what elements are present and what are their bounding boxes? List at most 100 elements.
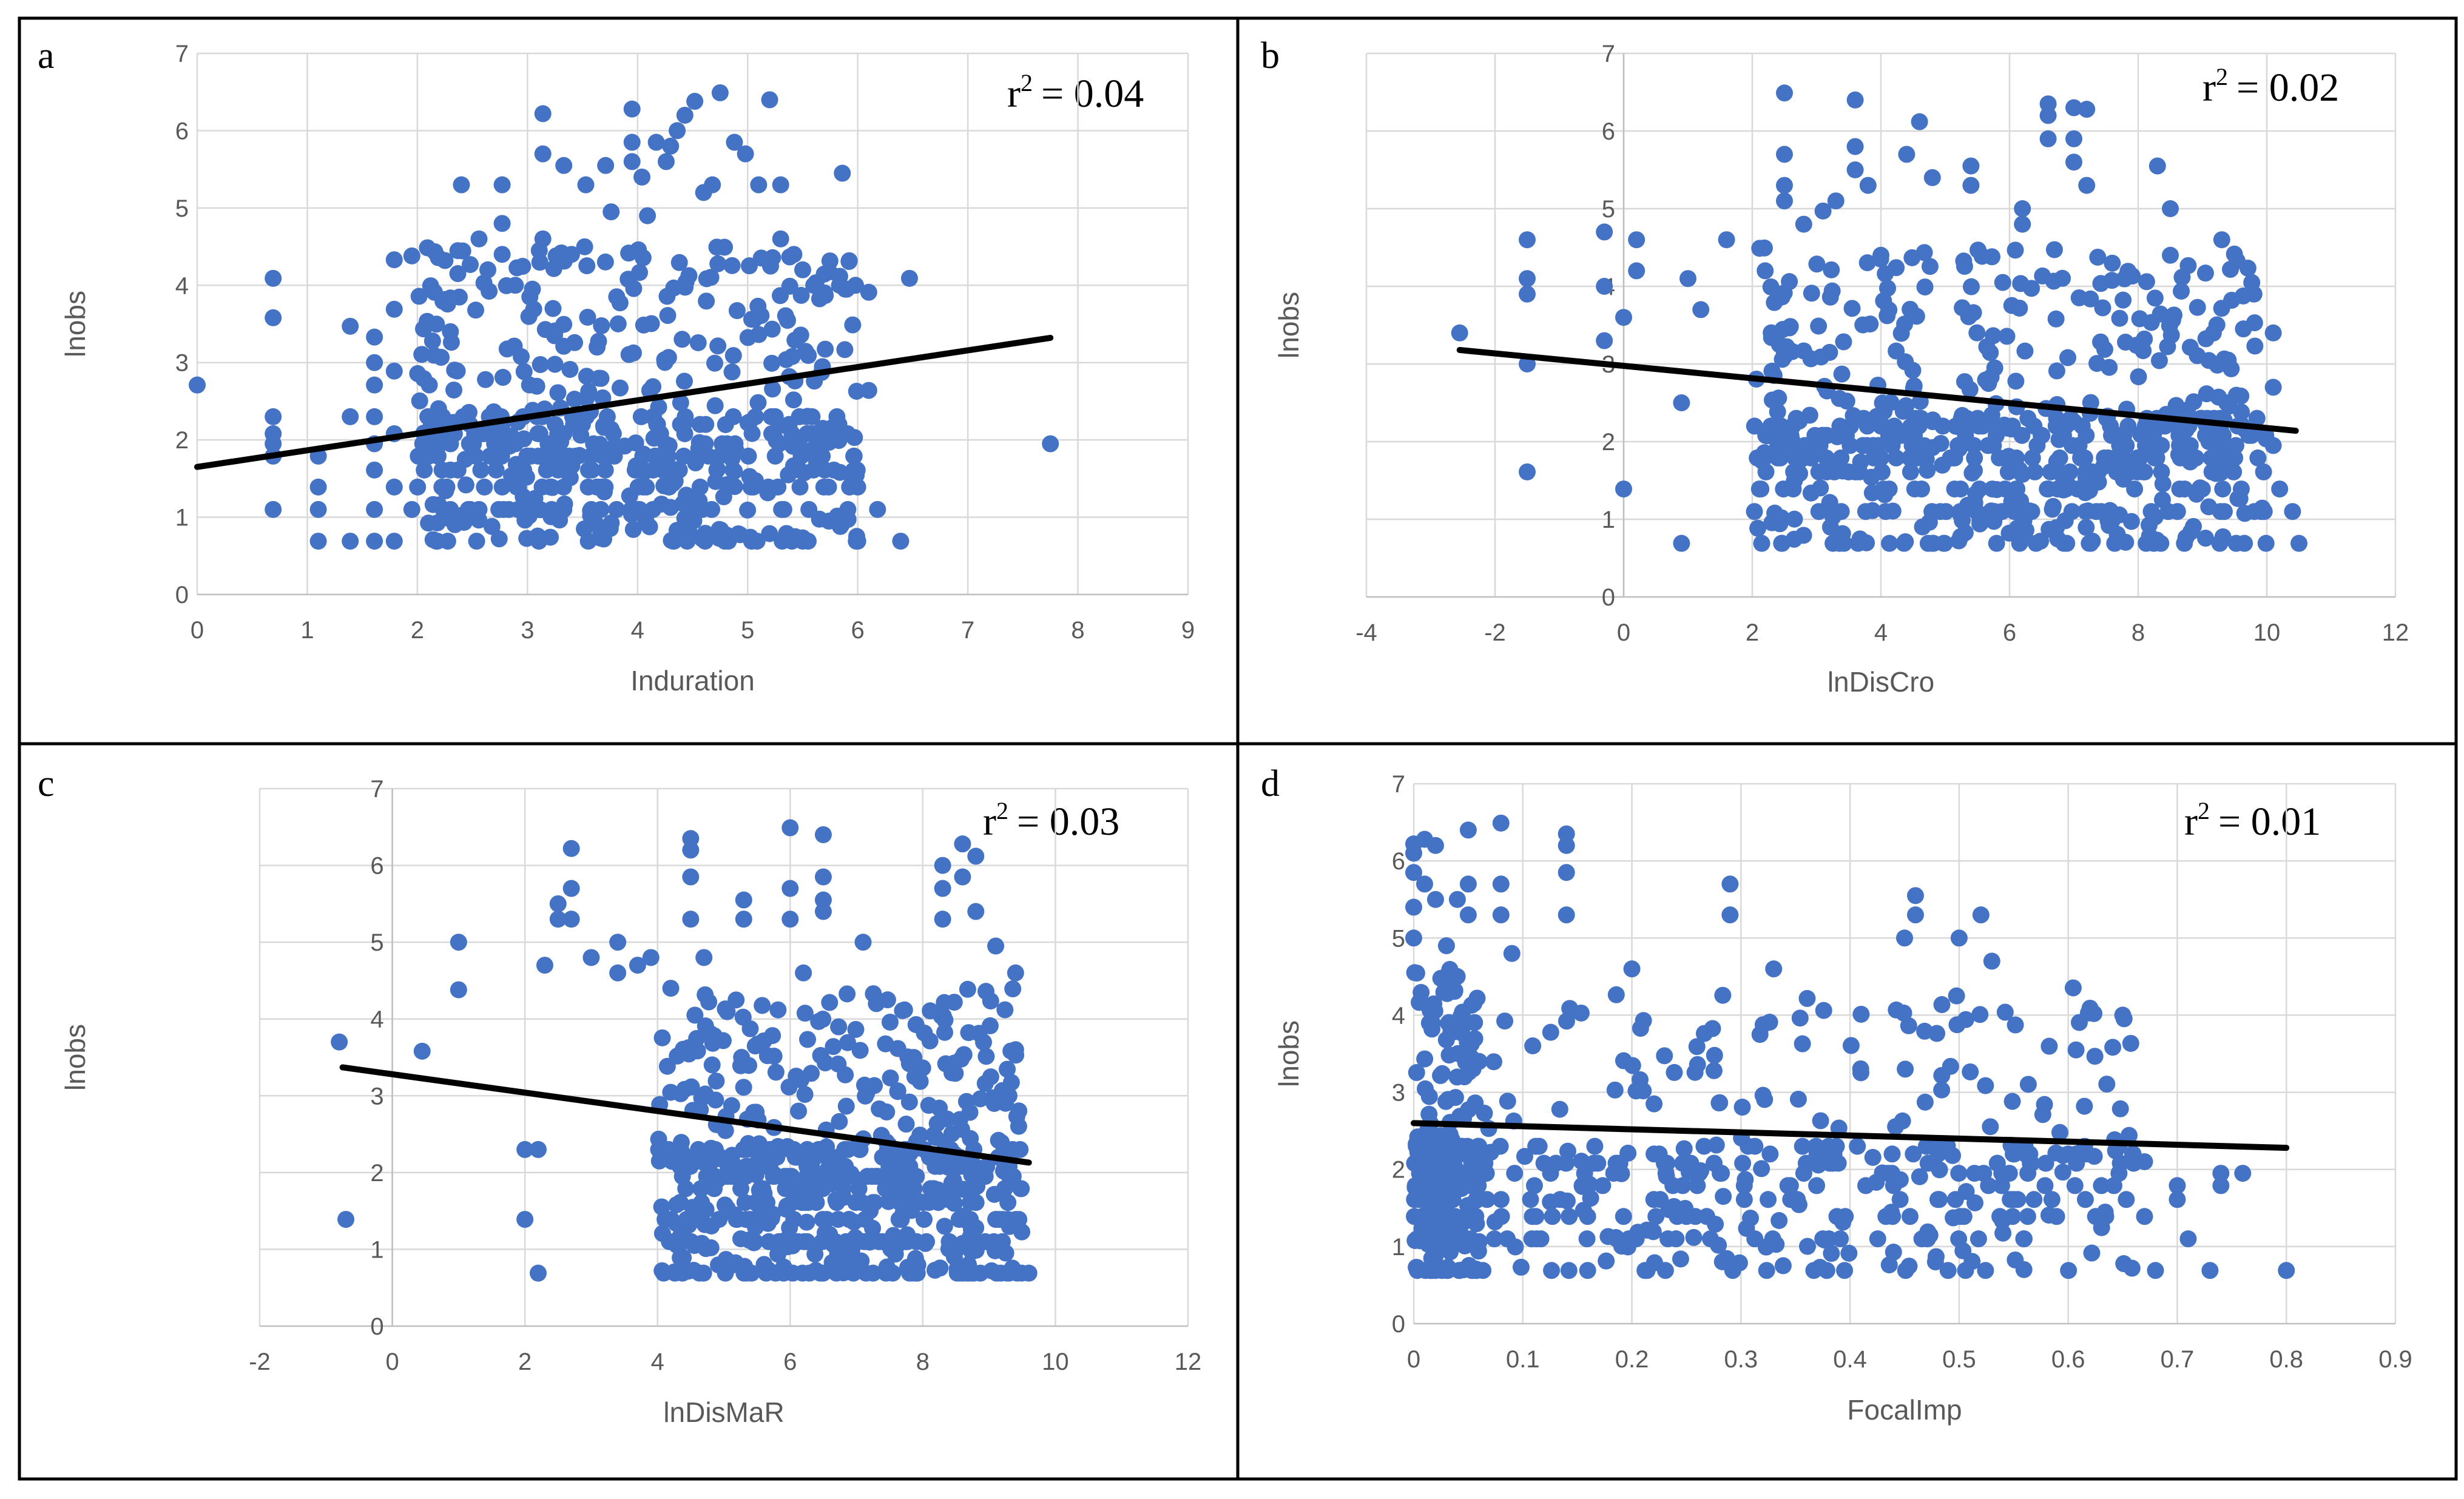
data-point — [534, 105, 552, 123]
data-point — [761, 525, 778, 542]
data-point — [794, 1264, 811, 1282]
data-point — [1758, 1262, 1775, 1279]
data-point — [737, 145, 754, 163]
data-point — [1558, 1012, 1575, 1030]
data-point — [639, 207, 657, 224]
data-point — [1499, 1093, 1516, 1110]
data-point — [2190, 480, 2208, 498]
data-point — [1420, 1177, 1438, 1195]
data-point — [1798, 989, 1816, 1007]
data-point — [814, 903, 832, 920]
data-point — [1478, 1191, 1496, 1208]
data-point — [2136, 463, 2153, 480]
data-point — [450, 934, 467, 951]
data-point — [959, 980, 976, 998]
data-point — [807, 450, 825, 468]
data-point — [663, 1153, 681, 1170]
data-point — [837, 1233, 855, 1250]
data-point — [934, 880, 951, 897]
x-tick-label: 1 — [300, 617, 314, 644]
data-point — [829, 1148, 847, 1166]
data-point — [596, 461, 614, 479]
data-point — [2213, 300, 2230, 317]
data-point — [477, 371, 494, 388]
data-point — [706, 1180, 723, 1198]
data-point — [1982, 1118, 1999, 1136]
data-point — [623, 100, 641, 118]
data-point — [530, 1140, 547, 1158]
data-point — [1795, 215, 1812, 233]
data-point — [2023, 280, 2040, 297]
x-tick-label: 4 — [651, 1349, 664, 1375]
data-point — [761, 1140, 778, 1158]
data-point — [840, 253, 858, 271]
data-point — [1416, 1050, 1434, 1068]
y-tick-label: 7 — [175, 41, 189, 67]
data-point — [624, 520, 642, 538]
data-point — [940, 1240, 957, 1258]
data-point — [494, 369, 511, 386]
data-point — [1990, 417, 2007, 435]
data-point — [1950, 1230, 1968, 1248]
data-point — [697, 1085, 714, 1103]
data-point — [2141, 516, 2158, 534]
data-point — [591, 436, 609, 453]
data-point — [1763, 362, 1781, 380]
data-point — [916, 1024, 933, 1042]
data-point — [1485, 1053, 1502, 1071]
data-point — [650, 1152, 668, 1170]
data-point — [1916, 244, 1933, 261]
data-point — [837, 280, 854, 298]
data-point — [1966, 449, 1983, 467]
data-point — [2065, 153, 2082, 171]
data-point — [850, 1180, 868, 1198]
data-point — [556, 495, 573, 513]
data-point — [1842, 1037, 1860, 1054]
data-point — [2146, 289, 2164, 307]
data-point — [971, 1090, 989, 1108]
data-point — [934, 1008, 952, 1025]
data-point — [366, 354, 383, 371]
y-tick-label: 3 — [370, 1083, 383, 1110]
data-point — [1849, 1137, 1866, 1155]
data-point — [1923, 169, 1941, 186]
data-point — [1897, 1262, 1914, 1279]
data-point — [1543, 1262, 1561, 1279]
data-point — [785, 391, 802, 409]
data-point — [709, 337, 727, 355]
data-point — [653, 1198, 670, 1216]
data-point — [1656, 1047, 1673, 1065]
data-point — [2239, 260, 2256, 277]
y-tick-label: 6 — [175, 118, 189, 144]
data-point — [2122, 1034, 2139, 1052]
data-point — [2054, 1164, 2071, 1181]
data-point — [688, 1029, 706, 1047]
data-point — [1873, 463, 1891, 480]
data-point — [2093, 1177, 2110, 1194]
data-point — [798, 1233, 816, 1250]
panel-a-r2-prefix: r — [1007, 72, 1021, 116]
data-point — [859, 1168, 876, 1185]
data-point — [740, 447, 757, 465]
data-point — [780, 466, 797, 483]
data-point — [1594, 1177, 1612, 1194]
data-point — [1795, 1165, 1812, 1182]
data-point — [837, 425, 855, 442]
data-point — [2040, 1037, 2058, 1055]
data-point — [908, 1233, 925, 1250]
data-point — [1544, 1208, 1561, 1225]
data-point — [962, 1264, 979, 1282]
data-point — [1433, 1262, 1451, 1279]
data-point — [1406, 1208, 1423, 1225]
data-point — [1441, 1230, 1459, 1248]
data-point — [881, 1013, 899, 1031]
data-point — [1896, 929, 1913, 947]
data-point — [987, 937, 1005, 955]
data-point — [459, 500, 477, 518]
y-tick-label: 7 — [1602, 41, 1615, 67]
data-point — [1888, 342, 1905, 360]
data-point — [1426, 1248, 1444, 1265]
data-point — [2169, 1191, 2186, 1208]
data-point — [1986, 359, 2003, 377]
data-point — [265, 435, 282, 453]
